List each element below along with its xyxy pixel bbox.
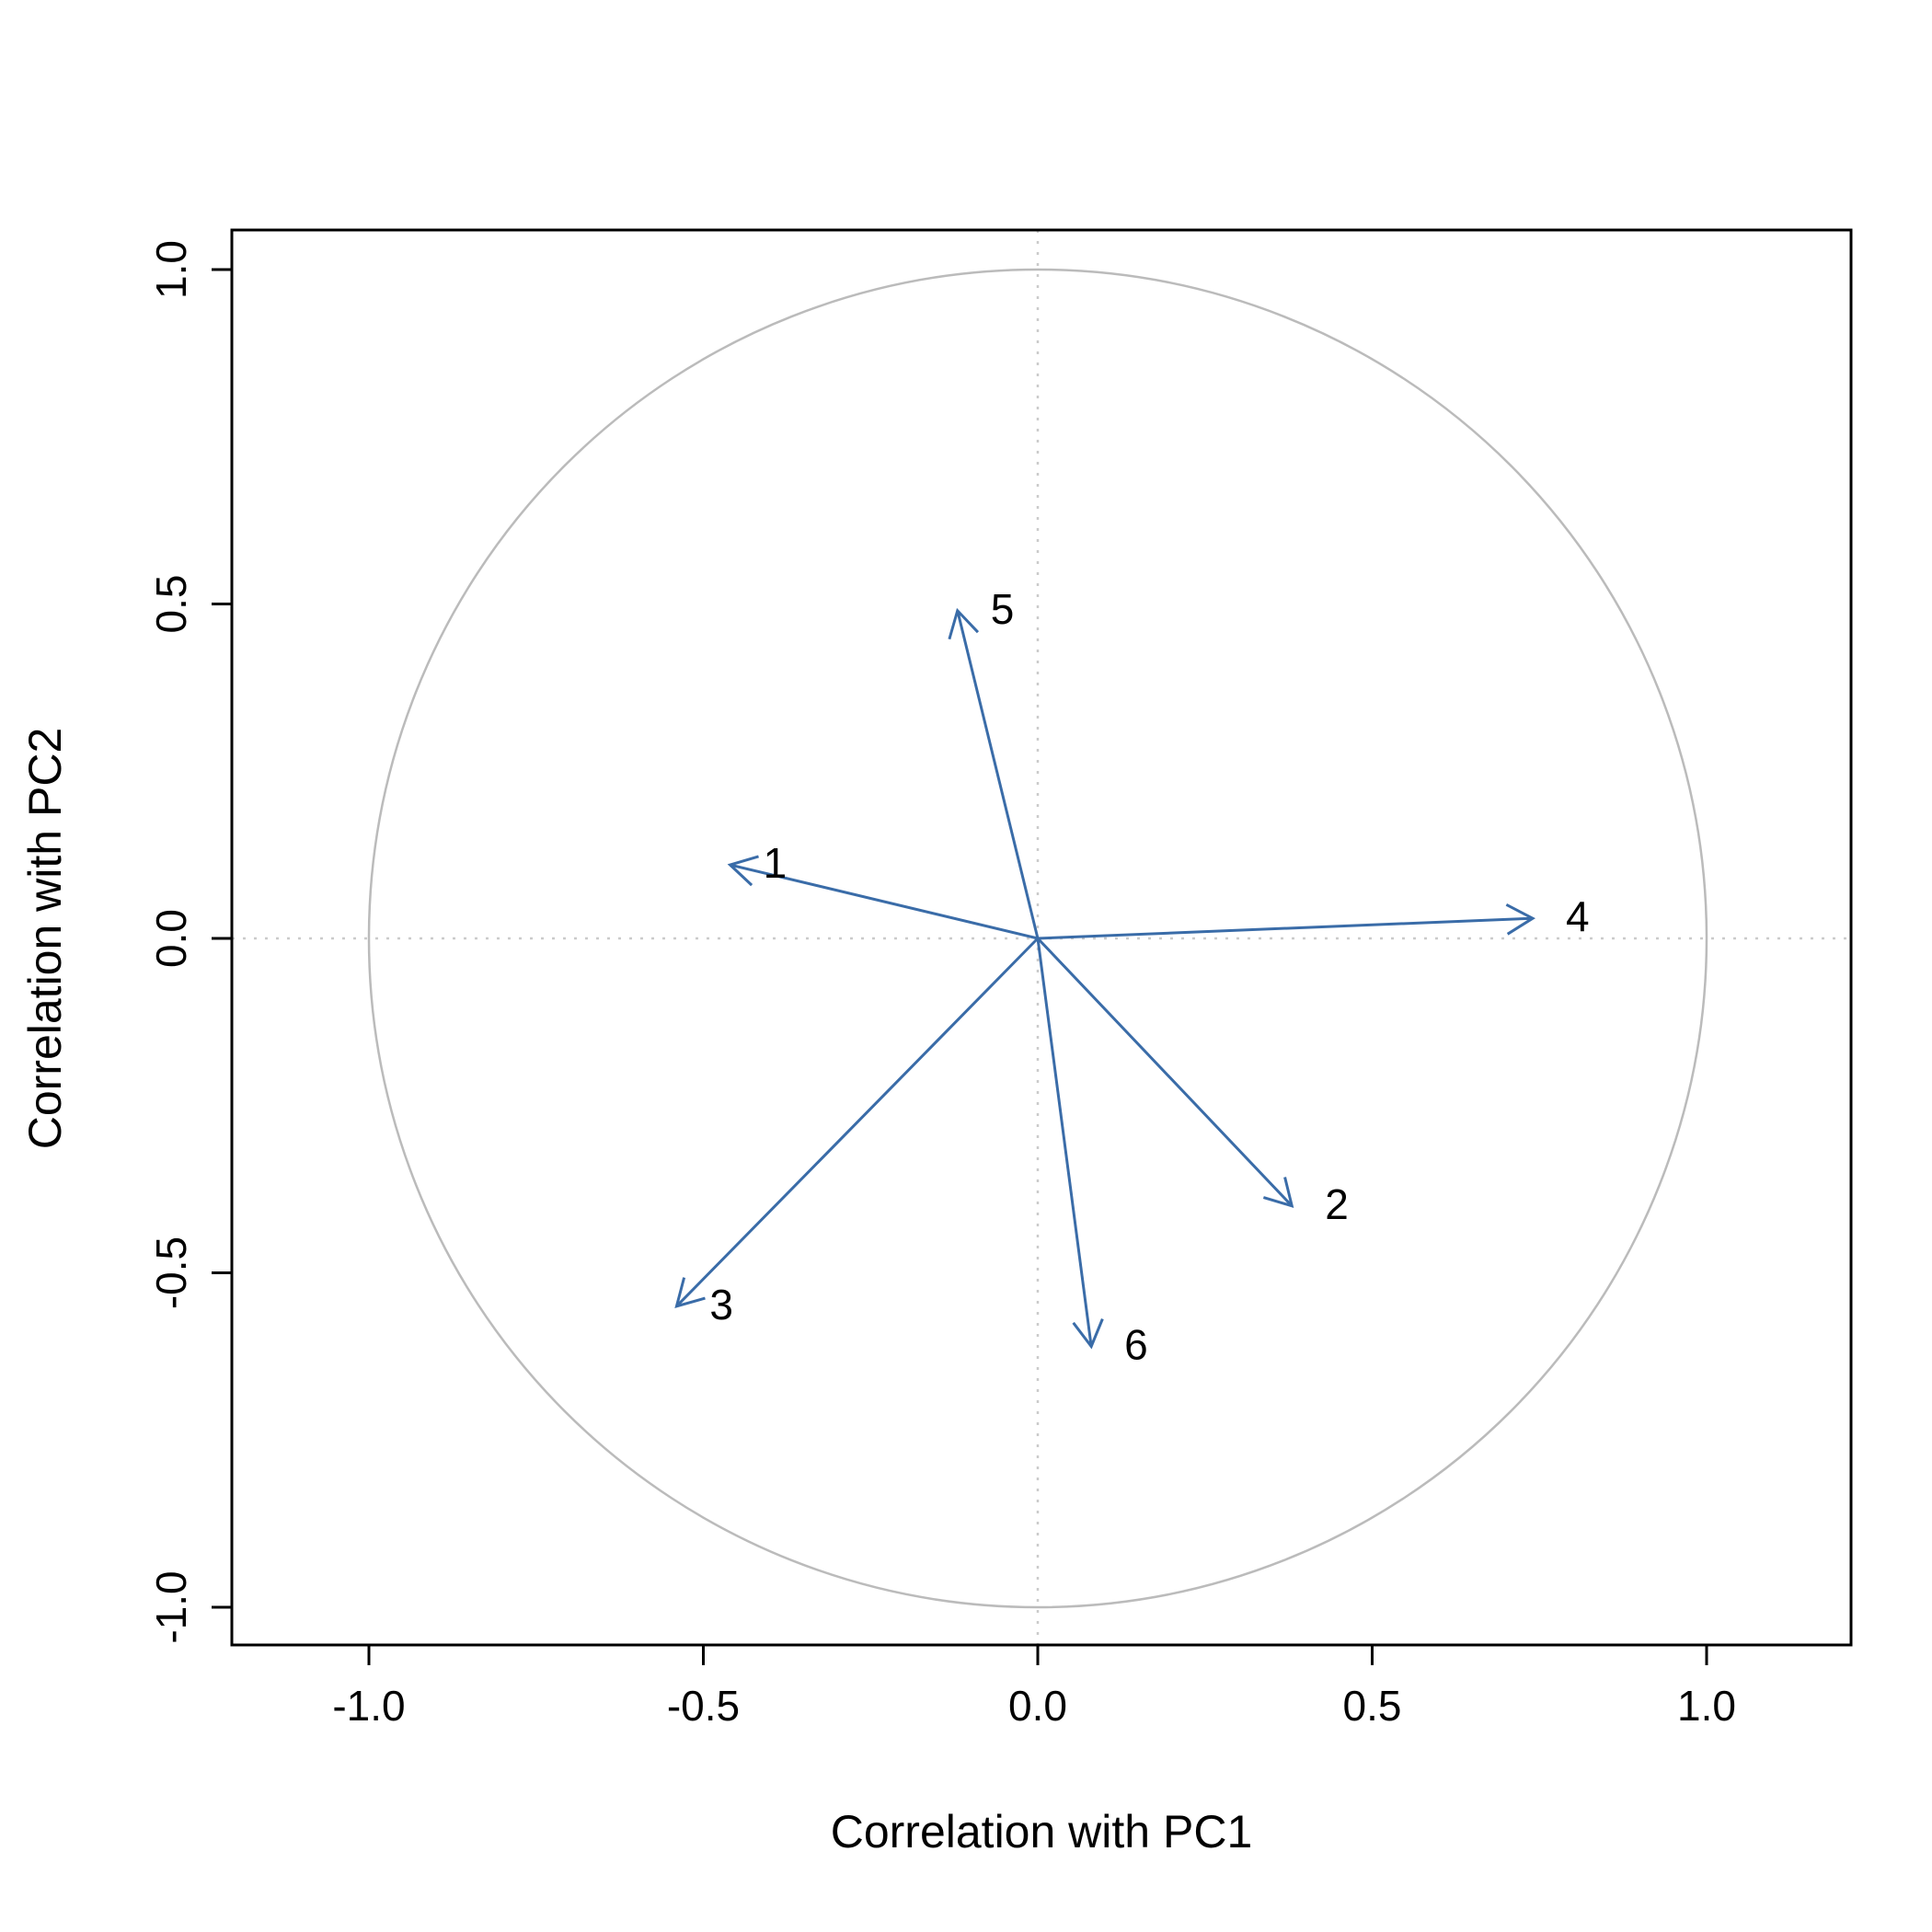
- x-axis-title: Correlation with PC1: [831, 1806, 1253, 1857]
- loading-arrow: [1036, 937, 1294, 1208]
- loading-arrow: [674, 937, 1040, 1309]
- loading-arrow: [1036, 937, 1104, 1350]
- y-tick-label: -1.0: [147, 1570, 195, 1643]
- x-tick-label: -0.5: [667, 1682, 740, 1730]
- y-tick-label: 0.5: [147, 575, 195, 634]
- y-tick-label: 0.0: [147, 909, 195, 968]
- y-axis-title: Correlation with PC2: [19, 728, 71, 1150]
- x-tick-label: 1.0: [1677, 1682, 1736, 1730]
- arrow-label: 2: [1325, 1180, 1349, 1228]
- plot-area: -1.0 -0.5 0.0 0.5 1.0 -1.0 -0.5 0.0 0.5 1.0 1 2 3 4 5 6: [147, 228, 1853, 1730]
- arrow-label: 4: [1566, 892, 1590, 940]
- y-tick-label: -0.5: [147, 1236, 195, 1309]
- x-tick-label: 0.5: [1343, 1682, 1402, 1730]
- arrow-label: 6: [1124, 1320, 1148, 1368]
- y-tick-label: 1.0: [147, 240, 195, 299]
- x-tick-label: -1.0: [332, 1682, 405, 1730]
- arrow-label: 1: [764, 839, 788, 887]
- unit-circle: [367, 268, 1708, 1609]
- arrow-label: 3: [709, 1281, 733, 1328]
- loading-arrow: [1037, 903, 1536, 940]
- x-tick-label: 0.0: [1008, 1682, 1067, 1730]
- loading-arrow: [948, 607, 1040, 939]
- loading-arrow: [727, 855, 1039, 940]
- arrow-label: 5: [991, 585, 1015, 633]
